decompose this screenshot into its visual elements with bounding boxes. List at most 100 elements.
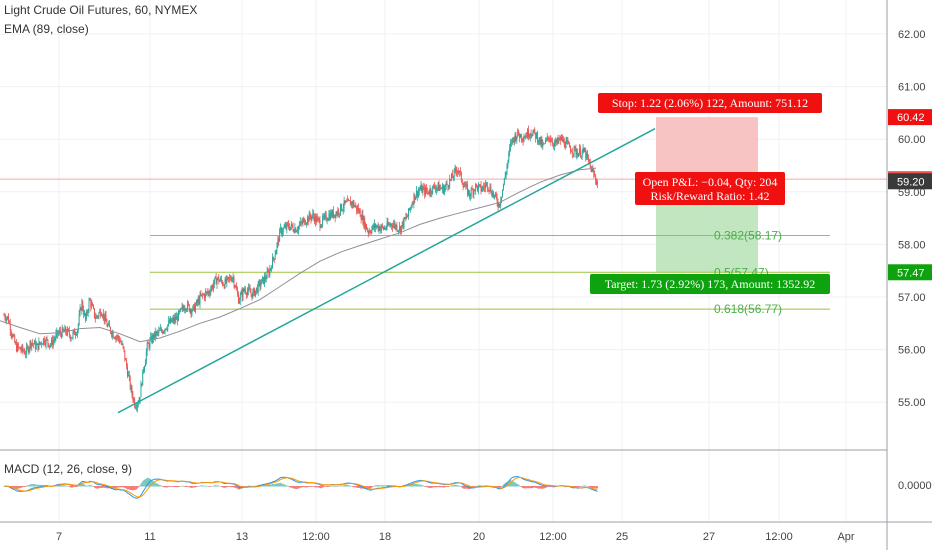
macd-histogram-bar bbox=[519, 485, 521, 487]
ema-legend: EMA (89, close) bbox=[4, 22, 89, 36]
macd-histogram-bar bbox=[544, 486, 546, 489]
candle-body bbox=[413, 194, 415, 204]
candle-body bbox=[217, 276, 219, 280]
candle-body bbox=[386, 221, 388, 229]
macd-histogram-bar bbox=[520, 486, 522, 488]
candle-body bbox=[377, 225, 379, 230]
candle-body bbox=[127, 374, 129, 377]
macd-histogram-bar bbox=[545, 486, 546, 488]
candle-body bbox=[188, 304, 190, 312]
candle-body bbox=[366, 229, 368, 232]
macd-histogram-bar bbox=[178, 486, 179, 487]
candle-body bbox=[119, 341, 121, 343]
macd-histogram-bar bbox=[434, 486, 435, 488]
candle-body bbox=[317, 217, 319, 219]
macd-histogram-bar bbox=[20, 486, 22, 488]
macd-histogram-bar bbox=[81, 482, 83, 487]
candle-body bbox=[271, 267, 273, 269]
macd-histogram-bar bbox=[177, 486, 179, 488]
macd-histogram-bar bbox=[70, 486, 72, 488]
candle-body bbox=[64, 327, 66, 332]
macd-histogram-bar bbox=[157, 484, 159, 487]
candle-body bbox=[443, 188, 445, 194]
candle-body bbox=[378, 226, 380, 230]
macd-histogram-bar bbox=[126, 486, 128, 489]
macd-tick-label: 0.0000 bbox=[898, 480, 932, 492]
macd-histogram-bar bbox=[591, 486, 593, 489]
candle-body bbox=[18, 347, 20, 349]
candle-body bbox=[536, 133, 538, 142]
trendline[interactable] bbox=[117, 128, 656, 414]
candle-body bbox=[570, 147, 571, 152]
candle-body bbox=[421, 185, 423, 193]
candle-body bbox=[586, 152, 588, 159]
macd-histogram-bar bbox=[110, 486, 111, 489]
macd-histogram-bar bbox=[222, 486, 224, 488]
candle-body bbox=[388, 224, 390, 226]
candle-body bbox=[180, 308, 182, 310]
candle-body bbox=[256, 287, 258, 293]
macd-histogram-bar bbox=[590, 486, 592, 489]
candle-body bbox=[354, 206, 356, 207]
macd-histogram-bar bbox=[215, 485, 217, 487]
candle-body bbox=[328, 214, 330, 220]
candle-body bbox=[52, 340, 54, 346]
macd-histogram-bar bbox=[192, 486, 194, 488]
candle-body bbox=[112, 332, 114, 338]
candle-body bbox=[184, 308, 186, 311]
candle-body bbox=[44, 343, 46, 345]
macd-histogram-bar bbox=[93, 486, 94, 487]
macd-histogram-bar bbox=[202, 485, 204, 487]
macd-histogram-bar bbox=[431, 486, 433, 488]
candle-body bbox=[85, 312, 87, 320]
candle-body bbox=[43, 338, 45, 344]
candle-body bbox=[8, 322, 10, 324]
macd-histogram-bar bbox=[227, 486, 229, 487]
macd-histogram-bar bbox=[230, 486, 232, 488]
macd-histogram-bar bbox=[103, 486, 105, 488]
macd-histogram-bar bbox=[417, 484, 418, 487]
candle-body bbox=[261, 278, 263, 285]
candle-body bbox=[190, 309, 192, 314]
candle-body bbox=[382, 225, 384, 227]
macd-histogram-bar bbox=[15, 486, 17, 489]
candle-body bbox=[109, 323, 111, 328]
macd-histogram-bar bbox=[39, 484, 41, 487]
macd-histogram-bar bbox=[420, 484, 422, 487]
candle-body bbox=[205, 291, 207, 293]
macd-histogram-bar bbox=[287, 485, 289, 487]
candle-body bbox=[150, 336, 152, 340]
candle-body bbox=[424, 187, 426, 195]
candle-body bbox=[596, 181, 598, 185]
macd-histogram-bar bbox=[121, 486, 123, 488]
macd-histogram-bar bbox=[435, 486, 437, 488]
candle-body bbox=[583, 147, 585, 152]
macd-histogram-bar bbox=[424, 486, 426, 487]
macd-histogram-bar bbox=[383, 485, 385, 487]
candle-body bbox=[578, 153, 580, 157]
macd-histogram-bar bbox=[416, 483, 418, 487]
macd-histogram-bar bbox=[535, 486, 537, 489]
candle-body bbox=[8, 316, 9, 323]
candle-body bbox=[281, 232, 283, 234]
macd-histogram-bar bbox=[531, 486, 533, 489]
y-tick-label: 61.00 bbox=[898, 82, 926, 94]
candle-body bbox=[236, 286, 238, 291]
macd-histogram-bar bbox=[449, 485, 451, 487]
candle-body bbox=[158, 330, 160, 333]
candle-body bbox=[308, 213, 310, 222]
candle-body bbox=[301, 222, 303, 224]
macd-histogram-bar bbox=[130, 486, 132, 490]
macd-histogram-bar bbox=[273, 484, 275, 487]
x-tick-label: Apr bbox=[837, 531, 854, 543]
candle-body bbox=[219, 280, 221, 282]
macd-histogram-bar bbox=[267, 484, 269, 487]
macd-histogram-bar bbox=[436, 486, 438, 488]
macd-histogram-bar bbox=[475, 485, 477, 487]
candle-body bbox=[334, 214, 336, 218]
candle-body bbox=[237, 290, 239, 295]
candle-body bbox=[13, 335, 15, 337]
candle-body bbox=[404, 217, 406, 219]
candle-body bbox=[563, 139, 565, 147]
